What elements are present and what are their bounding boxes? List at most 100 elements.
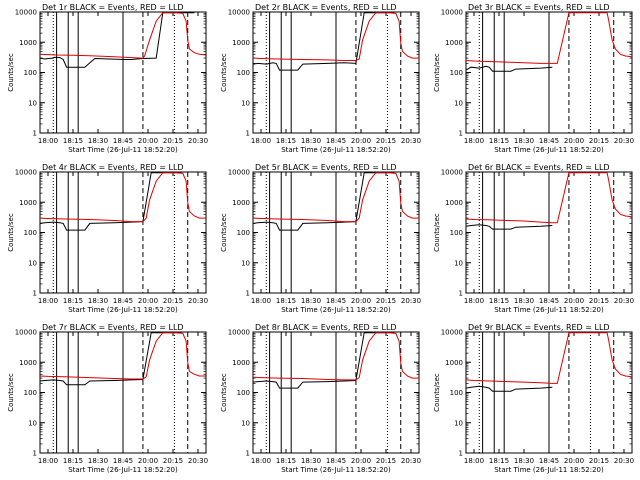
x-axis-label: Start Time (26-Jul-11 18:52:20) [68,306,178,314]
y-tick-label: 10 [28,259,37,267]
x-axis-label: Start Time (26-Jul-11 18:52:20) [281,466,391,474]
y-tick-label: 100 [24,229,37,237]
y-axis-label: Counts/sec [7,53,15,92]
y-tick-label: 1 [459,290,463,298]
x-tick-label: 18:00 [251,137,271,145]
x-tick-label: 18:15 [489,137,509,145]
x-tick-label: 18:30 [88,297,108,305]
y-tick-label: 100 [24,69,37,77]
series-line-events [252,12,395,71]
x-tick-label: 20:00 [138,137,158,145]
x-tick-label: 20:30 [614,297,634,305]
y-tick-label: 10000 [15,329,37,337]
x-tick-label: 18:15 [63,297,83,305]
y-tick-label: 100 [450,389,463,397]
x-tick-label: 20:15 [376,457,396,465]
series-line-lld [39,172,206,223]
x-tick-label: 18:00 [464,137,484,145]
y-tick-label: 100 [237,389,250,397]
x-tick-label: 18:45 [326,457,346,465]
y-tick-label: 100 [450,69,463,77]
panel-title: Det 3r BLACK = Events, RED = LLD [468,3,610,12]
x-tick-label: 18:15 [63,137,83,145]
y-axis-label: Counts/sec [7,373,15,412]
y-tick-label: 1 [459,450,463,458]
y-tick-label: 1 [33,130,37,138]
x-tick-label: 18:45 [326,137,346,145]
x-tick-label: 18:15 [276,137,296,145]
x-tick-label: 20:30 [614,137,634,145]
x-tick-label: 18:45 [539,457,559,465]
y-tick-label: 10000 [15,169,37,177]
series-line-events [252,172,395,231]
x-axis-label: Start Time (26-Jul-11 18:52:20) [494,146,604,154]
y-tick-label: 10000 [441,169,463,177]
panel-4: Det 4r BLACK = Events, RED = LLD 1 10 100 10… [7,163,208,314]
series-line-events [39,172,182,231]
x-tick-label: 20:00 [138,297,158,305]
x-tick-label: 20:15 [589,457,609,465]
x-axis-label: Start Time (26-Jul-11 18:52:20) [281,306,391,314]
panel-8: Det 8r BLACK = Events, RED = LLD 1 10 100 10… [220,323,421,474]
panel-title: Det 9r BLACK = Events, RED = LLD [468,323,610,332]
x-tick-label: 18:15 [489,457,509,465]
x-tick-label: 18:00 [464,457,484,465]
y-tick-label: 10000 [15,9,37,17]
x-tick-label: 18:15 [276,297,296,305]
series-line-lld [39,12,207,59]
panel-title: Det 2r BLACK = Events, RED = LLD [255,3,397,12]
y-tick-label: 10 [28,99,37,107]
y-tick-label: 1000 [445,359,463,367]
panel-title: Det 7r BLACK = Events, RED = LLD [42,323,184,332]
x-tick-label: 20:15 [163,137,183,145]
series-line-lld [252,332,419,381]
y-tick-label: 100 [450,229,463,237]
y-tick-label: 1000 [19,359,37,367]
series-line-events [465,224,553,230]
y-axis-label: Counts/sec [7,213,15,252]
x-tick-label: 18:45 [113,297,133,305]
y-tick-label: 1 [246,130,250,138]
x-tick-label: 18:00 [464,297,484,305]
y-axis-label: Counts/sec [433,213,441,252]
x-axis-label: Start Time (26-Jul-11 18:52:20) [494,466,604,474]
x-tick-label: 18:30 [301,297,321,305]
y-tick-label: 10000 [441,329,463,337]
panel-title: Det 4r BLACK = Events, RED = LLD [42,163,184,172]
x-tick-label: 18:30 [88,457,108,465]
y-tick-label: 1 [33,290,37,298]
y-tick-label: 10 [241,419,250,427]
x-tick-label: 20:30 [401,137,421,145]
series-line-lld [465,12,633,64]
y-tick-label: 1000 [445,199,463,207]
x-axis-label: Start Time (26-Jul-11 18:52:20) [494,306,604,314]
x-tick-label: 20:15 [589,297,609,305]
x-tick-label: 20:00 [564,137,584,145]
x-tick-label: 20:30 [188,457,208,465]
series-line-events [465,65,553,72]
y-tick-label: 10 [241,259,250,267]
y-axis-label: Counts/sec [433,53,441,92]
x-tick-label: 20:00 [351,297,371,305]
y-tick-label: 100 [237,69,250,77]
y-tick-label: 10 [454,419,463,427]
y-tick-label: 1000 [232,199,250,207]
panel-title: Det 1r BLACK = Events, RED = LLD [42,3,184,12]
series-line-events [465,385,553,392]
panel-3: Det 3r BLACK = Events, RED = LLD 1 10 100 10… [433,3,634,154]
x-tick-label: 18:15 [63,457,83,465]
series-line-lld [465,172,633,224]
x-tick-label: 18:00 [38,457,58,465]
y-tick-label: 10 [454,259,463,267]
y-tick-label: 1000 [232,359,250,367]
panel-title: Det 5r BLACK = Events, RED = LLD [255,163,397,172]
series-line-lld [252,172,419,223]
x-tick-label: 20:00 [564,297,584,305]
panel-6: Det 6r BLACK = Events, RED = LLD 1 10 100 10… [433,163,634,314]
series-line-lld [252,12,419,61]
x-tick-label: 18:45 [113,457,133,465]
x-tick-label: 18:30 [88,137,108,145]
x-axis-label: Start Time (26-Jul-11 18:52:20) [68,146,178,154]
y-axis-label: Counts/sec [220,213,228,252]
